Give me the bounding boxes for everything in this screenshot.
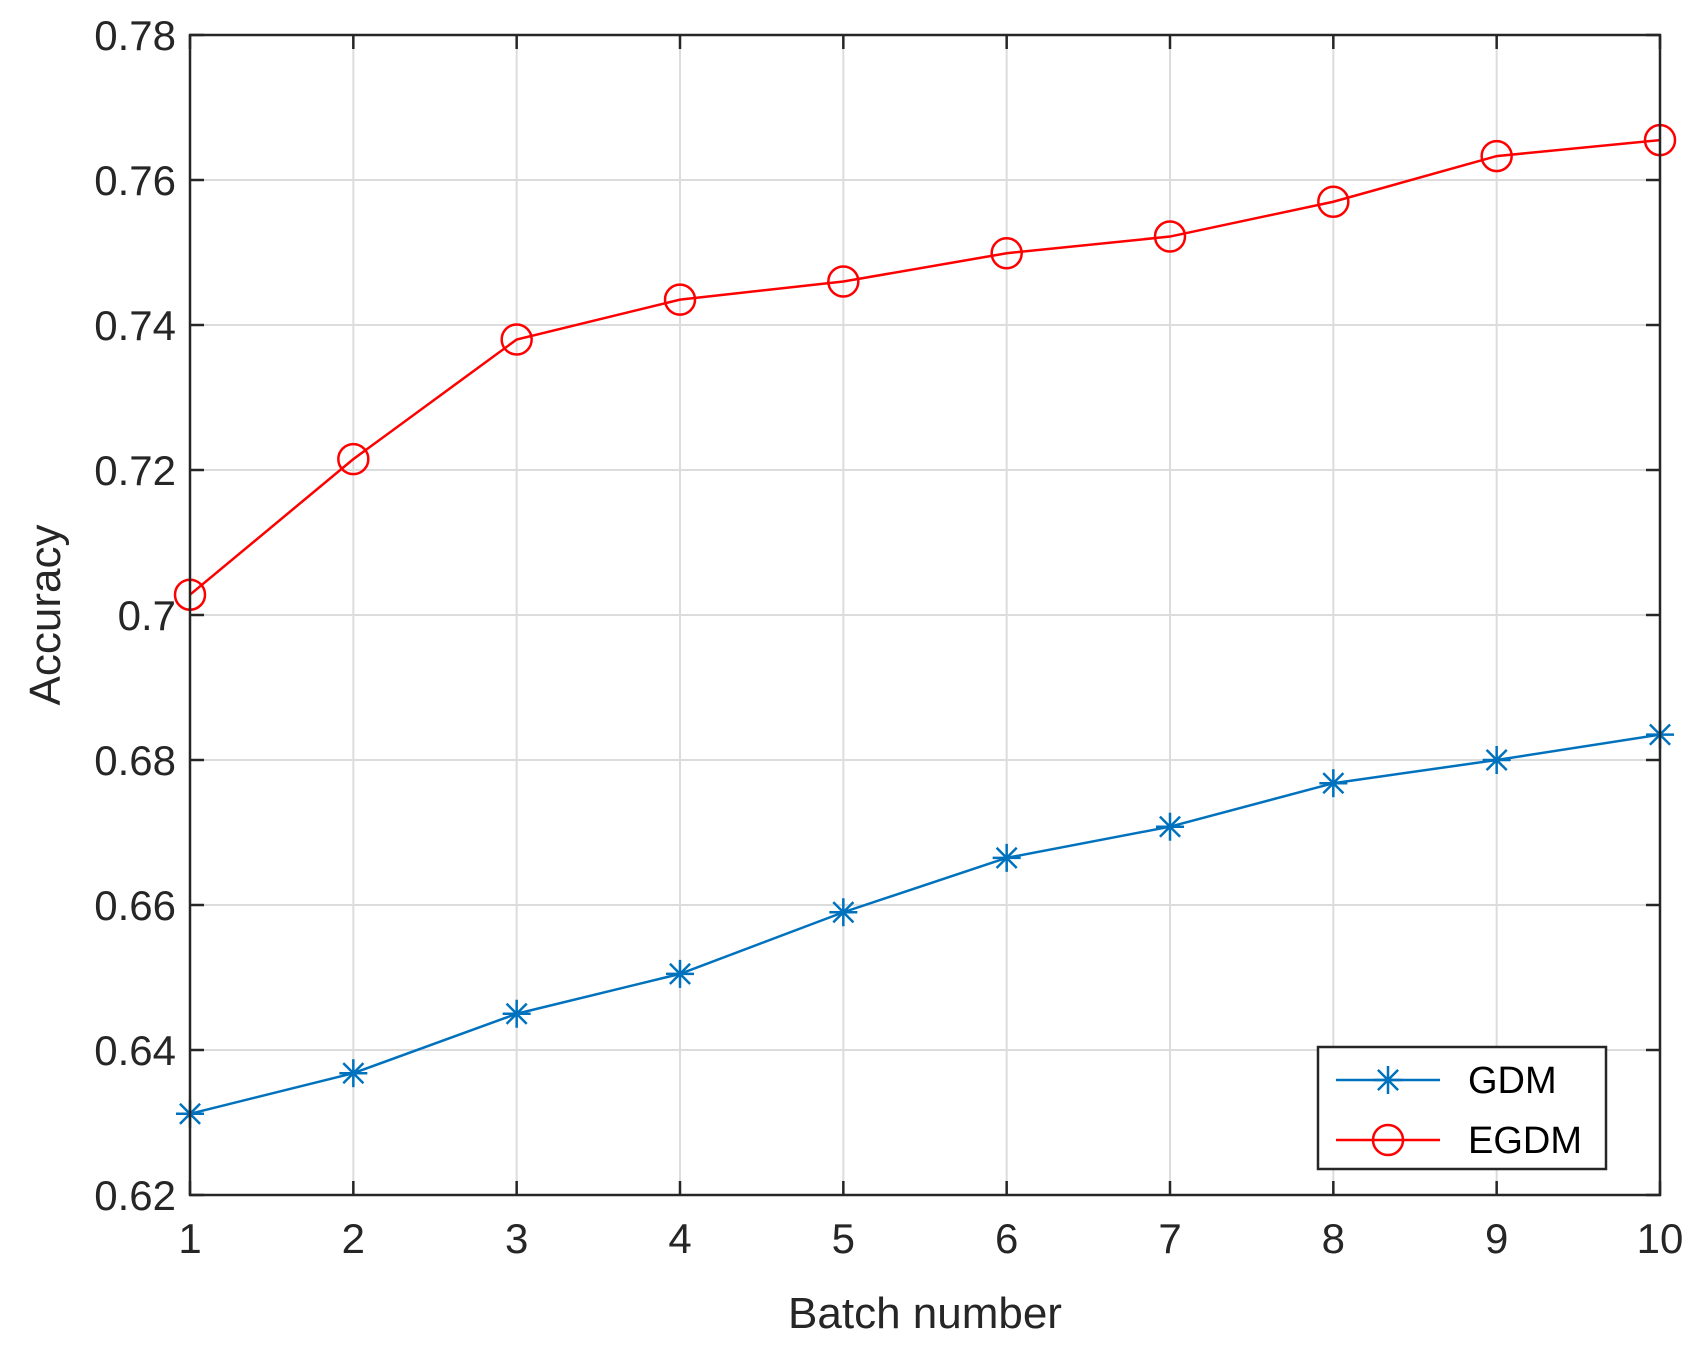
x-tick-label: 4 <box>668 1215 691 1262</box>
y-tick-label: 0.64 <box>94 1027 176 1074</box>
legend-label-egdm: EGDM <box>1468 1120 1582 1162</box>
data-point-egdm <box>990 236 1023 270</box>
y-axis-title: Accuracy <box>21 525 70 706</box>
axes <box>188 33 1662 1197</box>
data-point-gdm <box>502 999 531 1028</box>
x-tick-label: 8 <box>1322 1215 1345 1262</box>
data-point-egdm <box>827 265 860 298</box>
data-point-egdm <box>337 442 370 476</box>
y-tick-label: 0.7 <box>118 592 176 639</box>
marker-stroke <box>1322 772 1345 795</box>
data-point-egdm <box>1317 185 1350 218</box>
data-point-egdm <box>500 323 533 356</box>
data-point-gdm <box>666 959 694 988</box>
series-line-egdm <box>189 138 1661 596</box>
data-point-egdm <box>1153 220 1187 253</box>
tick-labels: 1 2 3 4 5 6 7 8 9 10 0.62 0.64 0.66 0.68 0.7 0.72 0.74 0.… <box>94 12 1683 1262</box>
y-tick-label: 0.66 <box>94 882 176 929</box>
legend-label-gdm: GDM <box>1468 1060 1557 1102</box>
marker-stroke <box>1377 1069 1399 1091</box>
legend-box <box>1316 1045 1608 1171</box>
data-point-egdm <box>1480 139 1513 173</box>
data-point-gdm <box>1156 812 1184 841</box>
marker-stroke <box>832 901 855 924</box>
plot-frame <box>188 33 1662 1197</box>
data-point-gdm <box>1319 769 1348 798</box>
data-point-gdm <box>992 843 1021 872</box>
legend: GDM EGDM <box>1316 1045 1608 1171</box>
series-line-gdm <box>189 733 1661 1116</box>
x-tick-label: 7 <box>1158 1215 1181 1262</box>
y-tick-label: 0.62 <box>94 1172 176 1219</box>
data-point-egdm <box>663 283 697 316</box>
marker-stroke <box>342 1062 365 1085</box>
y-tick-label: 0.76 <box>94 157 176 204</box>
y-tick-label: 0.72 <box>94 447 176 494</box>
marker-stroke <box>995 846 1018 869</box>
marker-stroke <box>1159 815 1181 838</box>
legend-marker-egdm <box>1371 1123 1405 1157</box>
y-tick-label: 0.74 <box>94 302 176 349</box>
x-axis-title: Batch number <box>788 1289 1062 1338</box>
x-tick-label: 2 <box>342 1215 365 1262</box>
x-tick-label: 5 <box>832 1215 855 1262</box>
marker-stroke <box>505 1002 528 1025</box>
y-tick-label: 0.68 <box>94 737 176 784</box>
marker-stroke <box>1485 749 1508 771</box>
x-tick-label: 10 <box>1637 1215 1684 1262</box>
data-point-gdm <box>829 898 858 927</box>
legend-marker-gdm <box>1374 1066 1402 1094</box>
y-tick-label: 0.78 <box>94 12 176 59</box>
x-tick-label: 9 <box>1485 1215 1508 1262</box>
x-tick-label: 1 <box>178 1215 201 1262</box>
x-tick-label: 3 <box>505 1215 528 1262</box>
x-tick-label: 6 <box>995 1215 1018 1262</box>
data-point-gdm <box>1482 746 1511 774</box>
marker-stroke <box>669 962 691 985</box>
data-point-gdm <box>339 1059 368 1088</box>
